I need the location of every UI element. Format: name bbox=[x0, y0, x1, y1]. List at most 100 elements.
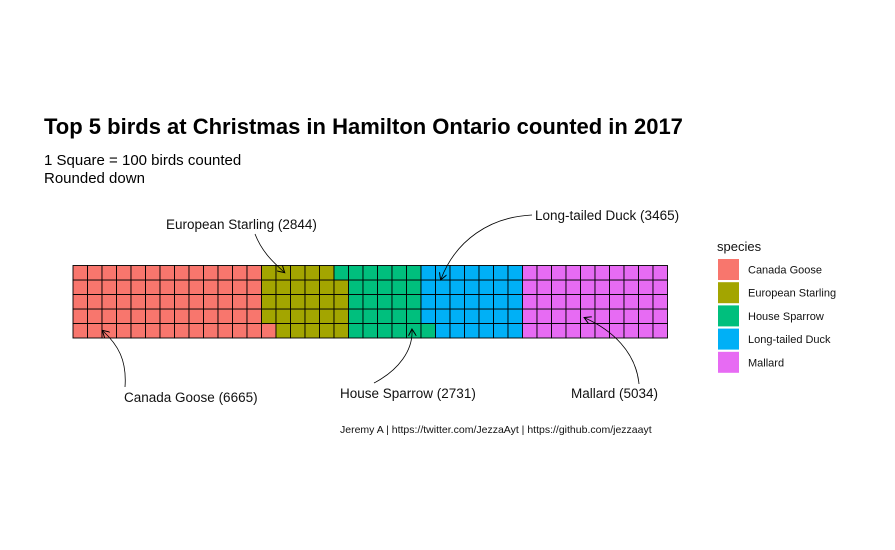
waffle-square-house-sparrow bbox=[406, 308, 422, 324]
waffle-square-long-tailed-duck bbox=[478, 323, 494, 339]
waffle-square-mallard bbox=[609, 265, 625, 281]
waffle-square-canada-goose bbox=[246, 265, 262, 281]
chart-caption: Jeremy A | https://twitter.com/JezzaAyt … bbox=[340, 424, 652, 436]
waffle-square-canada-goose bbox=[203, 294, 219, 310]
waffle-square-canada-goose bbox=[116, 265, 132, 281]
legend-label-mallard: Mallard bbox=[748, 357, 784, 369]
waffle-square-long-tailed-duck bbox=[420, 294, 436, 310]
waffle-square-house-sparrow bbox=[377, 294, 393, 310]
waffle-square-mallard bbox=[623, 265, 639, 281]
waffle-square-mallard bbox=[536, 265, 552, 281]
waffle-square-house-sparrow bbox=[377, 323, 393, 339]
waffle-square-canada-goose bbox=[174, 265, 190, 281]
legend-swatch-house-sparrow bbox=[718, 305, 739, 327]
waffle-square-mallard bbox=[594, 265, 610, 281]
waffle-square-long-tailed-duck bbox=[464, 308, 480, 324]
waffle-square-european-starling bbox=[290, 279, 306, 295]
legend-swatch-canada-goose bbox=[718, 259, 739, 280]
annotation-label-long-tailed-duck: Long-tailed Duck (3465) bbox=[535, 208, 679, 223]
waffle-square-european-starling bbox=[319, 279, 335, 295]
waffle-square-european-starling bbox=[319, 308, 335, 324]
waffle-square-house-sparrow bbox=[391, 323, 407, 339]
waffle-square-long-tailed-duck bbox=[478, 308, 494, 324]
waffle-square-house-sparrow bbox=[348, 323, 364, 339]
waffle-square-mallard bbox=[580, 265, 596, 281]
waffle-square-mallard bbox=[638, 308, 654, 324]
waffle-square-canada-goose bbox=[130, 294, 146, 310]
waffle-square-canada-goose bbox=[159, 294, 175, 310]
waffle-square-canada-goose bbox=[217, 265, 233, 281]
waffle-square-house-sparrow bbox=[391, 308, 407, 324]
annotation-arrow-house-sparrow bbox=[373, 330, 412, 384]
waffle-square-long-tailed-duck bbox=[507, 308, 523, 324]
waffle-square-long-tailed-duck bbox=[507, 279, 523, 295]
waffle-square-mallard bbox=[522, 279, 538, 295]
waffle-square-canada-goose bbox=[261, 323, 277, 339]
waffle-square-house-sparrow bbox=[377, 279, 393, 295]
waffle-square-mallard bbox=[551, 279, 567, 295]
waffle-square-long-tailed-duck bbox=[435, 323, 451, 339]
waffle-square-canada-goose bbox=[232, 323, 248, 339]
waffle-square-canada-goose bbox=[217, 308, 233, 324]
legend-label-house-sparrow: House Sparrow bbox=[748, 311, 824, 323]
waffle-square-european-starling bbox=[333, 294, 349, 310]
waffle-square-canada-goose bbox=[101, 308, 117, 324]
waffle-square-european-starling bbox=[275, 279, 291, 295]
waffle-square-house-sparrow bbox=[391, 294, 407, 310]
waffle-square-mallard bbox=[652, 323, 668, 339]
waffle-square-mallard bbox=[565, 323, 581, 339]
waffle-square-house-sparrow bbox=[377, 308, 393, 324]
waffle-square-long-tailed-duck bbox=[493, 308, 509, 324]
waffle-square-mallard bbox=[623, 308, 639, 324]
waffle-square-canada-goose bbox=[145, 294, 161, 310]
waffle-square-long-tailed-duck bbox=[478, 279, 494, 295]
waffle-square-canada-goose bbox=[87, 279, 103, 295]
waffle-square-canada-goose bbox=[232, 294, 248, 310]
annotation-arrow-european-starling bbox=[254, 233, 284, 272]
waffle-square-long-tailed-duck bbox=[449, 294, 465, 310]
waffle-square-canada-goose bbox=[72, 323, 88, 339]
waffle-square-european-starling bbox=[275, 308, 291, 324]
waffle-square-canada-goose bbox=[101, 265, 117, 281]
waffle-square-mallard bbox=[580, 294, 596, 310]
annotation-label-canada-goose: Canada Goose (6665) bbox=[124, 390, 258, 405]
waffle-square-european-starling bbox=[290, 265, 306, 281]
waffle-square-long-tailed-duck bbox=[420, 265, 436, 281]
waffle-square-european-starling bbox=[261, 279, 277, 295]
waffle-square-house-sparrow bbox=[406, 279, 422, 295]
waffle-square-european-starling bbox=[261, 308, 277, 324]
waffle-square-canada-goose bbox=[72, 265, 88, 281]
waffle-square-mallard bbox=[580, 279, 596, 295]
waffle-square-canada-goose bbox=[246, 294, 262, 310]
waffle-square-mallard bbox=[609, 308, 625, 324]
waffle-square-house-sparrow bbox=[406, 323, 422, 339]
waffle-square-mallard bbox=[638, 323, 654, 339]
waffle-square-long-tailed-duck bbox=[493, 294, 509, 310]
waffle-square-canada-goose bbox=[145, 323, 161, 339]
waffle-square-mallard bbox=[551, 323, 567, 339]
waffle-square-european-starling bbox=[319, 265, 335, 281]
waffle-square-canada-goose bbox=[145, 308, 161, 324]
legend-label-european-starling: European Starling bbox=[748, 288, 836, 300]
waffle-square-european-starling bbox=[304, 279, 320, 295]
waffle-square-long-tailed-duck bbox=[507, 294, 523, 310]
waffle-square-canada-goose bbox=[116, 294, 132, 310]
waffle-square-european-starling bbox=[261, 265, 277, 281]
waffle-square-long-tailed-duck bbox=[493, 279, 509, 295]
waffle-square-mallard bbox=[565, 308, 581, 324]
waffle-square-canada-goose bbox=[87, 308, 103, 324]
waffle-square-mallard bbox=[609, 294, 625, 310]
waffle-square-canada-goose bbox=[87, 265, 103, 281]
waffle-square-european-starling bbox=[333, 279, 349, 295]
chart-subtitle-line-2: Rounded down bbox=[44, 170, 145, 187]
waffle-square-canada-goose bbox=[246, 279, 262, 295]
waffle-square-canada-goose bbox=[217, 294, 233, 310]
waffle-square-mallard bbox=[609, 279, 625, 295]
waffle-square-long-tailed-duck bbox=[449, 308, 465, 324]
waffle-square-canada-goose bbox=[159, 308, 175, 324]
waffle-square-mallard bbox=[565, 265, 581, 281]
annotation-label-house-sparrow: House Sparrow (2731) bbox=[340, 386, 476, 401]
waffle-square-canada-goose bbox=[87, 323, 103, 339]
waffle-square-mallard bbox=[536, 279, 552, 295]
